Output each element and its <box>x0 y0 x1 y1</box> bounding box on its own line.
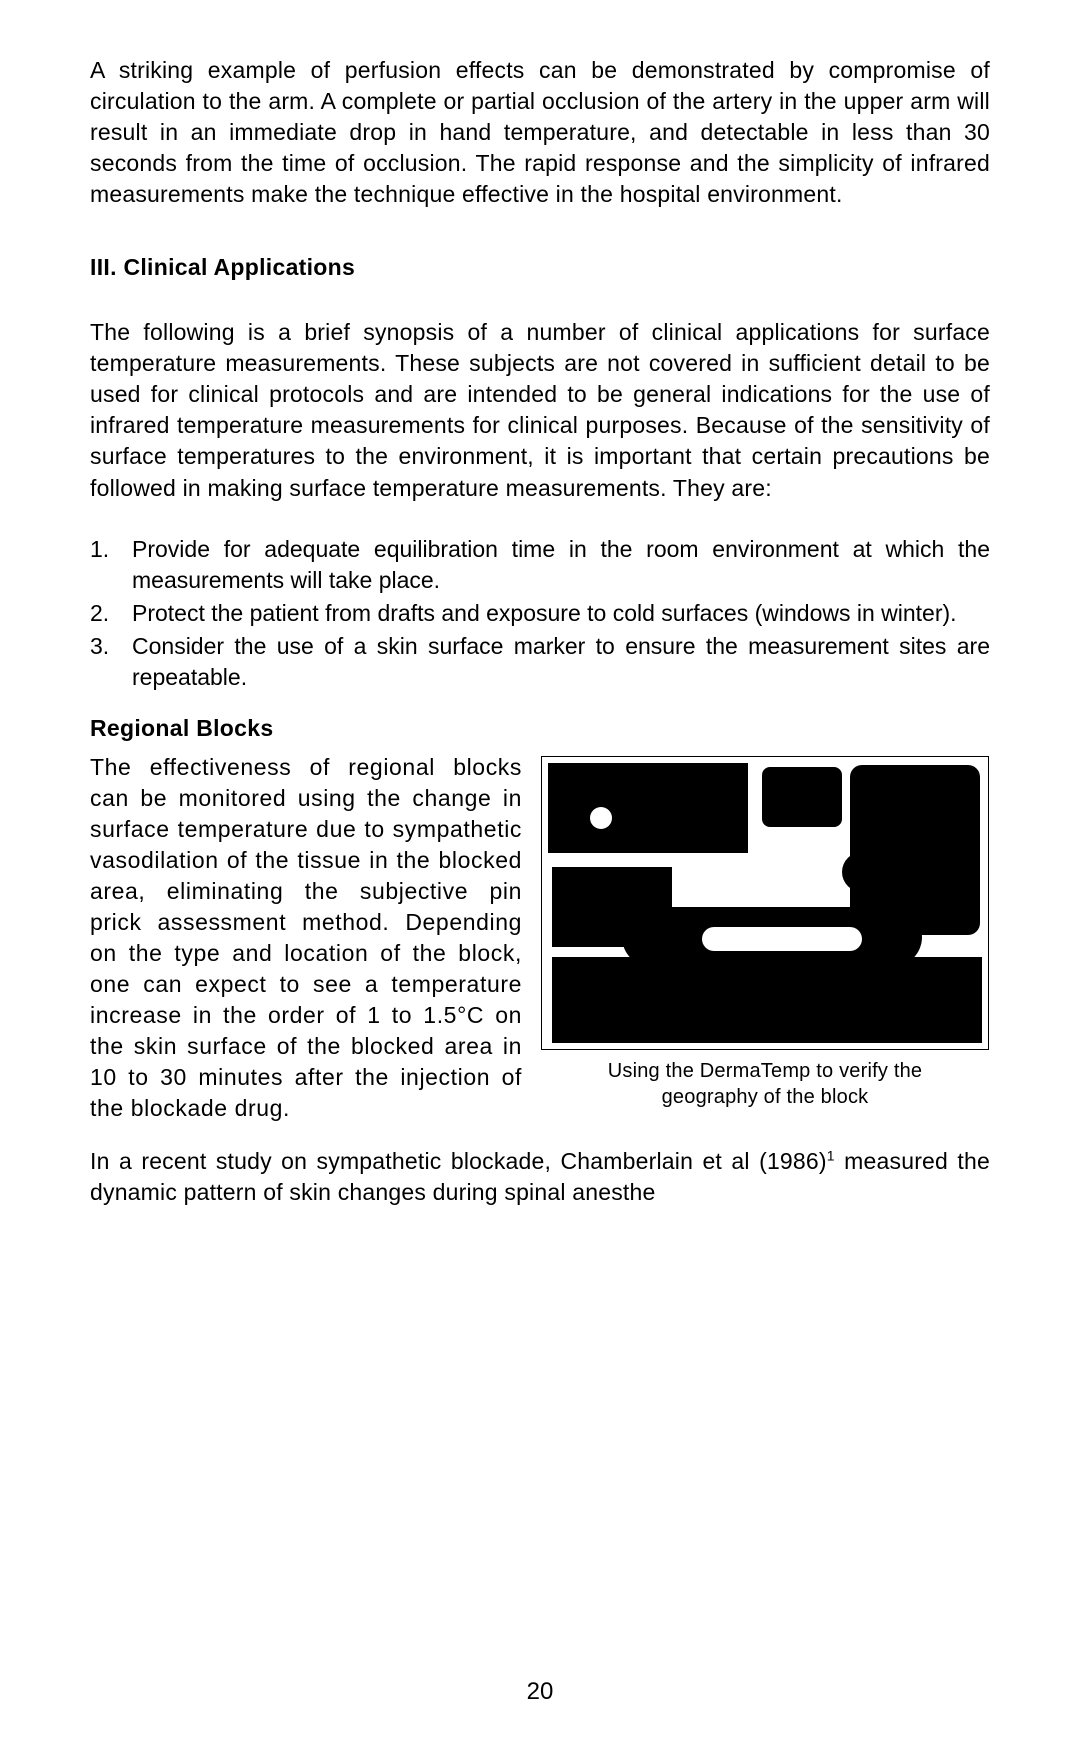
caption-line: Using the DermaTemp to verify the <box>608 1060 923 1082</box>
list-marker: 3. <box>90 631 132 693</box>
figure-caption: Using the DermaTemp to verify the geogra… <box>608 1058 923 1110</box>
section-heading: III. Clinical Applications <box>90 252 990 283</box>
list-item: 2. Protect the patient from drafts and e… <box>90 598 990 629</box>
list-text: Provide for adequate equilibration time … <box>132 534 990 596</box>
regional-row: The effectiveness of regional blocks can… <box>90 752 990 1125</box>
regional-paragraph: The effectiveness of regional blocks can… <box>90 752 540 1125</box>
figure-column: Using the DermaTemp to verify the geogra… <box>540 756 990 1110</box>
list-text: Protect the patient from drafts and expo… <box>132 598 990 629</box>
closing-paragraph: In a recent study on sympathetic blockad… <box>90 1146 990 1208</box>
caption-line: geography of the block <box>662 1086 869 1108</box>
precautions-list: 1. Provide for adequate equilibration ti… <box>90 534 990 693</box>
list-text: Consider the use of a skin surface marke… <box>132 631 990 693</box>
footnote-marker: 1 <box>827 1148 835 1164</box>
document-page: A striking example of perfusion effects … <box>0 0 1080 1740</box>
clinical-photo <box>541 756 989 1050</box>
sub-heading-regional: Regional Blocks <box>90 713 990 744</box>
list-item: 1. Provide for adequate equilibration ti… <box>90 534 990 596</box>
list-marker: 2. <box>90 598 132 629</box>
list-item: 3. Consider the use of a skin surface ma… <box>90 631 990 693</box>
list-marker: 1. <box>90 534 132 596</box>
page-number: 20 <box>0 1676 1080 1708</box>
intro-paragraph: A striking example of perfusion effects … <box>90 55 990 210</box>
closing-text-pre: In a recent study on sympathetic blockad… <box>90 1148 827 1174</box>
section-paragraph: The following is a brief synopsis of a n… <box>90 317 990 503</box>
